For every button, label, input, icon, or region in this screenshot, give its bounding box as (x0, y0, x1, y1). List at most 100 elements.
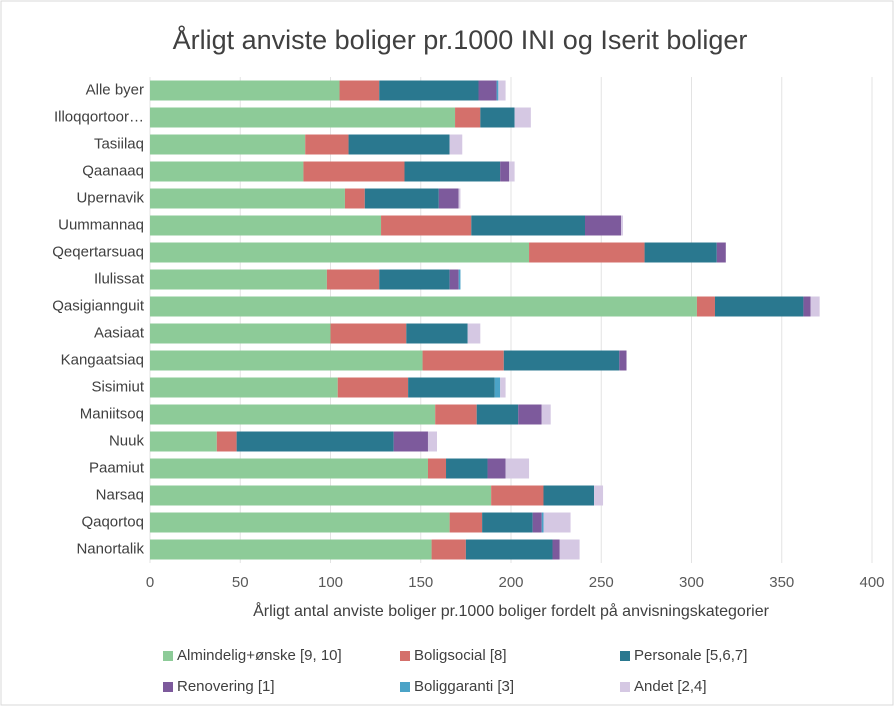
bar-segment (491, 485, 544, 506)
x-tick-label: 250 (589, 574, 614, 591)
y-tick-label: Qaanaaq (82, 162, 144, 179)
y-tick-label: Sisimiut (91, 378, 144, 395)
bar-segment (696, 296, 715, 317)
y-tick-label: Alle byer (86, 81, 144, 98)
x-tick-label: 200 (498, 574, 523, 591)
bar-segment (552, 539, 560, 560)
bar-segment (393, 431, 428, 452)
bar-segment (541, 404, 551, 425)
bar-segment (619, 350, 627, 371)
y-tick-label: Nanortalik (76, 540, 144, 557)
bar-segment (541, 512, 544, 533)
bar-segment (449, 512, 483, 533)
bar-segment (458, 269, 461, 290)
y-tick-label: Kangaatsiaq (61, 351, 144, 368)
bar-segment (494, 377, 501, 398)
bar-segment (500, 377, 506, 398)
bar-segment (503, 350, 620, 371)
bar-segment (150, 458, 428, 479)
bar-segment (487, 458, 506, 479)
y-tick-label: Nuuk (109, 432, 145, 449)
bar-segment (449, 134, 463, 155)
bar-segment (514, 107, 531, 128)
bar-segment (458, 188, 461, 209)
bar-segment (422, 350, 504, 371)
bar-segment (431, 539, 466, 560)
bar-segment (543, 485, 595, 506)
y-tick-label: Ilulissat (94, 270, 145, 287)
legend-swatch (163, 651, 173, 661)
bar-segment (480, 107, 515, 128)
y-tick-label: Illoqqortoor… (54, 108, 144, 125)
bar-segment (408, 377, 495, 398)
bar-segment (150, 539, 432, 560)
bar-segment (150, 512, 450, 533)
y-tick-label: Qasigiannguit (52, 297, 145, 314)
x-axis-label: Årligt antal anviste boliger pr.1000 bol… (253, 601, 770, 620)
bar-segment (500, 161, 510, 182)
y-tick-label: Tasiilaq (94, 135, 144, 152)
y-tick-label: Paamiut (89, 459, 145, 476)
bar-segment (714, 296, 804, 317)
bar-segment (406, 323, 468, 344)
legend-swatch (163, 682, 173, 692)
bar-segment (305, 134, 349, 155)
legend-label: Andet [2,4] (634, 678, 707, 695)
legend-label: Almindelig+ønske [9, 10] (177, 647, 342, 664)
bar-segment (379, 80, 479, 101)
x-tick-label: 0 (146, 574, 154, 591)
y-tick-label: Qaqortoq (81, 513, 144, 530)
bar-segment (532, 512, 542, 533)
bar-segment (496, 80, 499, 101)
bar-segment (529, 242, 645, 263)
bar-segment (381, 215, 472, 236)
bar-segment (621, 215, 623, 236)
bar-segment (344, 188, 365, 209)
bar-segment (150, 269, 327, 290)
x-tick-label: 300 (679, 574, 704, 591)
legend-swatch (400, 651, 410, 661)
bar-segment (150, 296, 697, 317)
bar-segment (337, 377, 409, 398)
y-tick-label: Maniitsoq (80, 405, 144, 422)
bar-segment (543, 512, 571, 533)
bar-segment (326, 269, 380, 290)
bar-segment (339, 80, 380, 101)
y-tick-label: Upernavik (76, 189, 144, 206)
bar-segment (404, 161, 501, 182)
bar-segment (150, 134, 306, 155)
bar-segment (330, 323, 407, 344)
bar-segment (716, 242, 726, 263)
chart-title: Årligt anviste boliger pr.1000 INI og Is… (173, 24, 748, 55)
bar-segment (455, 107, 481, 128)
bar-segment (427, 458, 447, 479)
bar-segment (364, 188, 439, 209)
bar-segment (467, 323, 481, 344)
legend-label: Renovering [1] (177, 678, 275, 695)
legend-label: Boliggaranti [3] (414, 678, 514, 695)
y-tick-label: Narsaq (96, 486, 144, 503)
bar-segment (498, 80, 506, 101)
x-tick-label: 100 (318, 574, 343, 591)
bar-segment (803, 296, 811, 317)
bar-segment (236, 431, 394, 452)
bar-segment (509, 161, 515, 182)
bar-segment (150, 377, 338, 398)
bar-segment (465, 539, 553, 560)
bar-segment (435, 404, 477, 425)
bar-segment (150, 215, 382, 236)
bar-segment (150, 431, 217, 452)
bar-segment (348, 134, 450, 155)
bar-segment (594, 485, 604, 506)
x-tick-label: 400 (859, 574, 884, 591)
bar-segment (471, 215, 586, 236)
bar-segment (379, 269, 450, 290)
bar-segment (559, 539, 580, 560)
bar-segment (216, 431, 237, 452)
legend-label: Boligsocial [8] (414, 647, 507, 664)
legend-label: Personale [5,6,7] (634, 647, 747, 664)
legend-swatch (620, 682, 630, 692)
y-tick-label: Qeqertarsuaq (52, 243, 144, 260)
legend-swatch (400, 682, 410, 692)
